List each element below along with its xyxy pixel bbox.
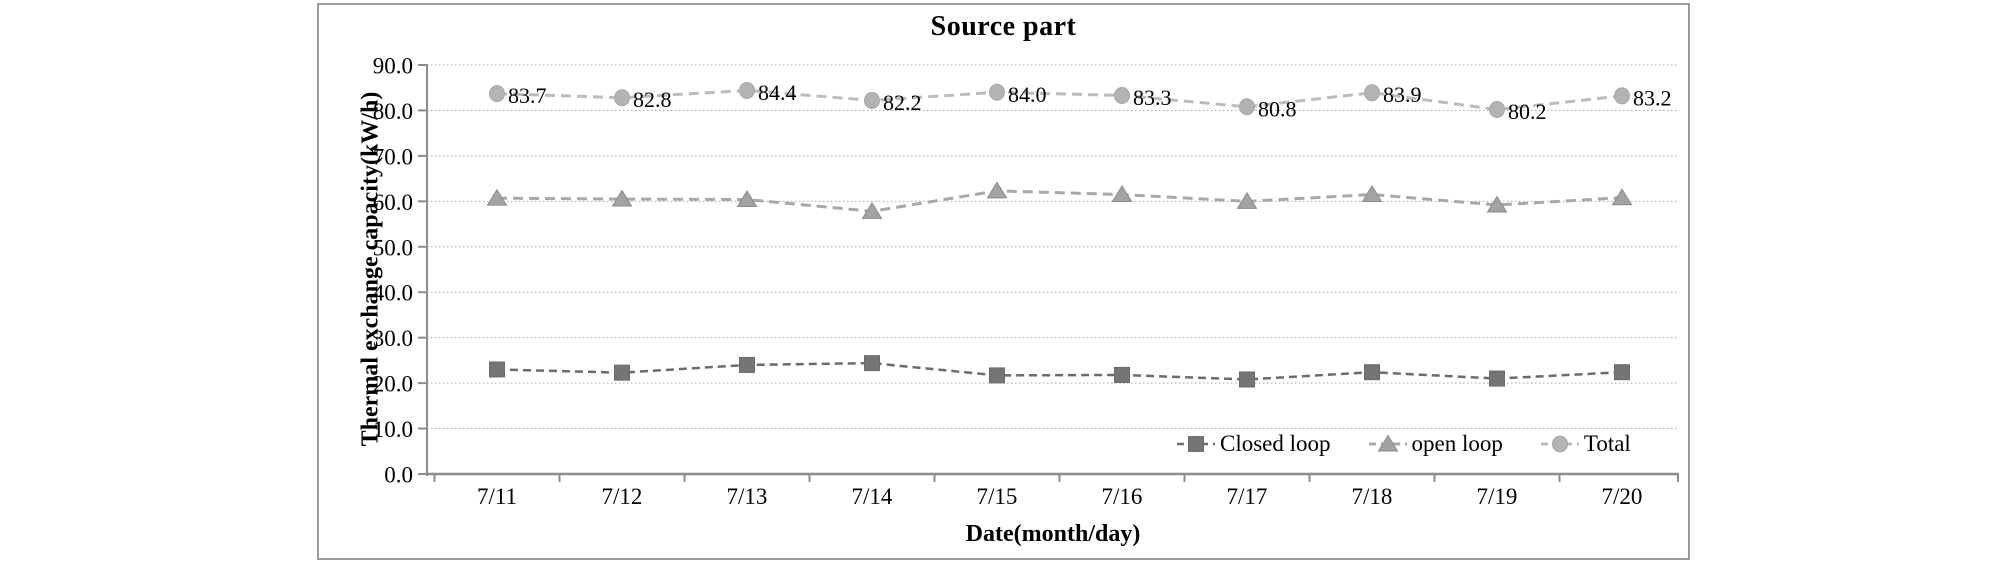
- data-labels-total: 83.7 82.8 84.4 82.2 84.0 83.3 80.8 83.9 80.2 83.2: [508, 80, 1672, 124]
- x-tick-label: 7/15: [977, 484, 1018, 509]
- data-label: 83.3: [1133, 85, 1172, 110]
- data-label: 83.9: [1383, 82, 1422, 107]
- chart-plot: 0.0 10.0 20.0 30.0 40.0 50.0 60.0 70.0 80.0 90.0 7…: [373, 54, 1679, 509]
- legend-label: open loop: [1411, 431, 1503, 456]
- data-label: 82.8: [633, 87, 672, 112]
- chart-title: Source part: [930, 11, 1077, 42]
- y-tick-label: 20.0: [373, 372, 413, 397]
- x-tick-label: 7/16: [1102, 484, 1143, 509]
- y-tick-label: 10.0: [373, 417, 413, 442]
- x-tick-label: 7/18: [1352, 484, 1393, 509]
- x-axis-title: Date(month/day): [965, 521, 1141, 547]
- series-total: [489, 81, 1630, 119]
- y-tick-label: 70.0: [373, 144, 413, 169]
- data-label: 80.2: [1508, 99, 1547, 124]
- data-label: 80.8: [1258, 96, 1297, 121]
- y-axis-title: Thermal exchange capacity(kW/h): [357, 91, 384, 447]
- y-tick-label: 40.0: [373, 281, 413, 306]
- x-tick-label: 7/14: [852, 484, 893, 509]
- legend-item-closed-loop: Closed loop: [1177, 431, 1331, 457]
- y-tick-label: 60.0: [373, 190, 413, 215]
- data-label: 83.7: [508, 83, 547, 108]
- x-tick-label: 7/13: [727, 484, 768, 509]
- y-tick-label: 90.0: [373, 54, 413, 79]
- x-tick-label: 7/19: [1477, 484, 1518, 509]
- x-axis: 7/11 7/12 7/13 7/14 7/15 7/16 7/17 7/18 7/19 7/20: [427, 472, 1679, 509]
- y-tick-label: 50.0: [373, 235, 413, 260]
- x-tick-label: 7/17: [1227, 484, 1268, 509]
- data-label: 82.2: [883, 90, 922, 115]
- gridlines: [427, 64, 1679, 430]
- data-label: 83.2: [1633, 85, 1672, 110]
- series-open-loop: [486, 181, 1633, 219]
- triangle-marker-icon: [1368, 434, 1407, 452]
- series-closed-loop: [489, 355, 1630, 388]
- data-label: 84.4: [758, 80, 797, 105]
- x-tick-label: 7/20: [1602, 484, 1643, 509]
- legend-item-total: Total: [1540, 431, 1631, 457]
- chart-panel: 0.0 10.0 20.0 30.0 40.0 50.0 60.0 70.0 80.0 90.0 7…: [317, 3, 1690, 560]
- y-tick-label: 80.0: [373, 99, 413, 124]
- y-tick-label: 30.0: [373, 326, 413, 351]
- y-tick-label: 0.0: [384, 463, 413, 488]
- square-marker-icon: [1177, 436, 1215, 452]
- legend-label: Total: [1583, 431, 1631, 456]
- data-label: 84.0: [1008, 82, 1047, 107]
- y-axis: 0.0 10.0 20.0 30.0 40.0 50.0 60.0 70.0 80.0 90.0: [373, 54, 428, 488]
- circle-marker-icon: [1540, 435, 1579, 453]
- legend-label: Closed loop: [1220, 431, 1331, 456]
- x-tick-label: 7/12: [602, 484, 643, 509]
- x-tick-label: 7/11: [477, 484, 517, 509]
- legend: Closed loop open loop Total: [1177, 431, 1631, 457]
- legend-item-open-loop: open loop: [1368, 431, 1503, 457]
